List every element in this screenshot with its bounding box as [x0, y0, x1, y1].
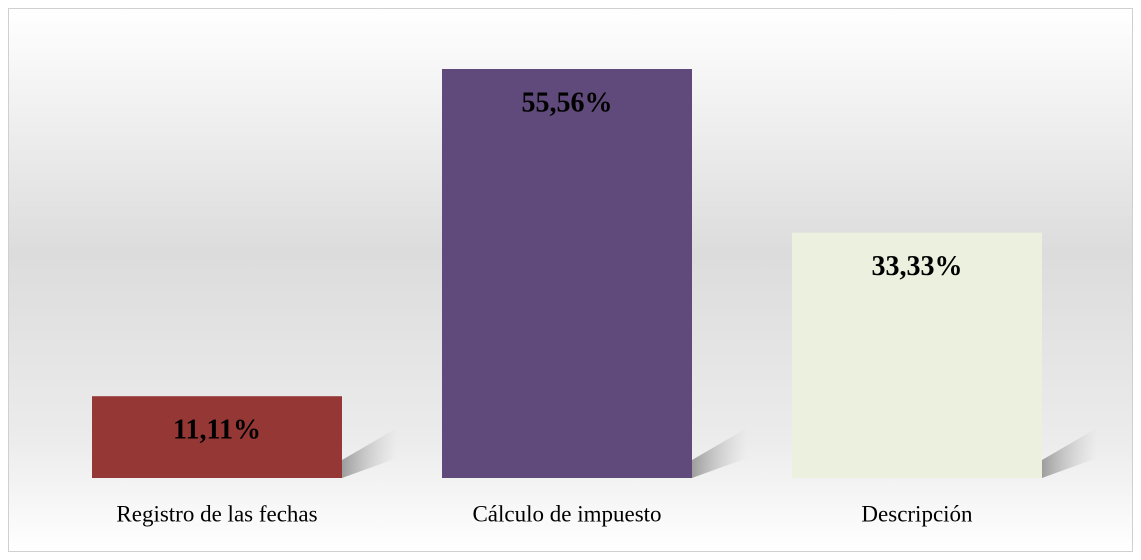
- x-tick-label: Descripción: [861, 501, 973, 526]
- value-label: 55,56%: [522, 87, 613, 118]
- x-tick-label: Cálculo de impuesto: [472, 501, 661, 526]
- value-label: 33,33%: [872, 251, 963, 282]
- bar: [792, 232, 1042, 478]
- bar-shadow: [692, 428, 747, 478]
- x-tick-label: Registro de las fechas: [116, 501, 317, 526]
- bar-shadow: [1042, 428, 1097, 478]
- value-label: 11,11%: [173, 415, 261, 446]
- bar: [92, 396, 342, 478]
- bar-shadow: [342, 428, 397, 478]
- bar: [442, 69, 692, 478]
